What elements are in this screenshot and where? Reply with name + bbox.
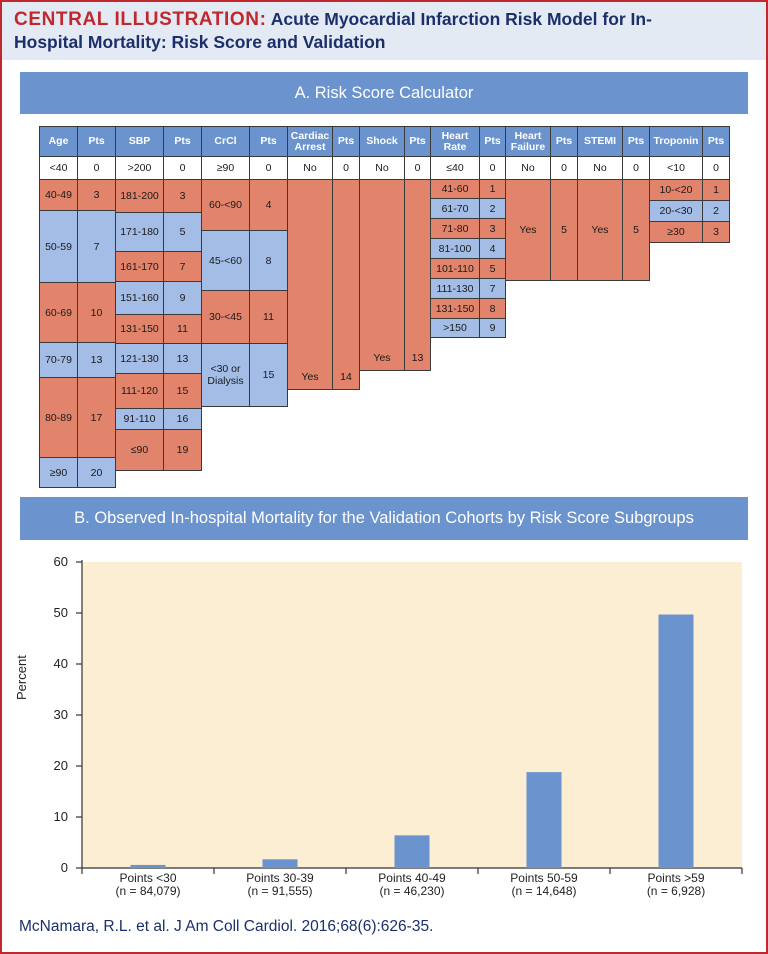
y-tick-label-20: 20 xyxy=(53,758,68,773)
crcl-30-45-points: 11 xyxy=(249,290,288,344)
sbp-181-200-points: 3 xyxy=(163,179,202,213)
y-tick-label-40: 40 xyxy=(53,656,68,671)
citation: McNamara, R.L. et al. J Am Coll Cardiol.… xyxy=(19,918,434,935)
category-note: (n = 91,555) xyxy=(247,884,313,898)
sbp-121-130-points: 13 xyxy=(163,343,202,374)
sbp-90-range: ≤90 xyxy=(115,429,164,471)
bar-1 xyxy=(130,864,166,868)
y-tick-label-60: 60 xyxy=(53,554,68,569)
stemi-yes-points: 5 xyxy=(622,179,650,281)
plot-area xyxy=(82,562,742,868)
shock-yes-points: 13 xyxy=(404,179,431,371)
shock-yes-range: Yes xyxy=(359,179,405,371)
category-note: (n = 14,648) xyxy=(511,884,577,898)
shock-no-points: 0 xyxy=(404,156,431,180)
age-80-89-points: 17 xyxy=(77,377,116,458)
crcl-45-60-range: 45-<60 xyxy=(201,230,250,291)
central-illustration-label: CENTRAL ILLUSTRATION: xyxy=(14,9,267,30)
section-b-banner: B. Observed In-hospital Mortality for th… xyxy=(20,497,748,540)
bar-4 xyxy=(526,772,562,868)
figure-header: CENTRAL ILLUSTRATION: Acute Myocardial I… xyxy=(2,2,766,60)
cardiac-arrest-yes-range: Yes xyxy=(287,179,333,390)
category-note: (n = 6,928) xyxy=(646,884,706,898)
sbp-90-points: 19 xyxy=(163,429,202,471)
x-tick-label-2: Points 30-39 (n = 91,555) xyxy=(220,872,340,898)
heart-failure-no-range: No xyxy=(505,156,551,180)
section-a-banner: A. Risk Score Calculator xyxy=(20,72,748,114)
heart-rate-131-150-range: 131-150 xyxy=(430,298,480,319)
sbp-151-160-range: 151-160 xyxy=(115,281,164,315)
category-note: (n = 46,230) xyxy=(379,884,445,898)
troponin-10-20-range: 10-<20 xyxy=(649,179,703,201)
crcl-30-or-dialysis-points: 15 xyxy=(249,343,288,407)
category-note: (n = 84,079) xyxy=(115,884,181,898)
y-tick-label-50: 50 xyxy=(53,605,68,620)
header-title-part-1: Acute Myocardial Infarction Risk Model f… xyxy=(270,9,652,29)
category-label: Points <30 xyxy=(119,871,177,885)
age-80-89-range: 80-89 xyxy=(39,377,78,458)
x-tick-label-3: Points 40-49 (n = 46,230) xyxy=(352,872,472,898)
bar-5 xyxy=(658,614,694,868)
x-tick-label-1: Points <30 (n = 84,079) xyxy=(88,872,208,898)
troponin-30-points: 3 xyxy=(702,221,730,243)
header-pts-3: Pts xyxy=(163,126,202,157)
age-90-points: 20 xyxy=(77,457,116,488)
troponin-30-range: ≥30 xyxy=(649,221,703,243)
category-label: Points 50-59 xyxy=(510,871,578,885)
crcl-30-or-dialysis-range: <30 or Dialysis xyxy=(201,343,250,407)
category-label: Points 40-49 xyxy=(378,871,446,885)
age-70-79-range: 70-79 xyxy=(39,342,78,378)
x-tick-label-4: Points 50-59 (n = 14,648) xyxy=(484,872,604,898)
x-tick-label-5: Points >59 (n = 6,928) xyxy=(616,872,736,898)
category-label: Points 30-39 xyxy=(246,871,314,885)
y-tick-label-30: 30 xyxy=(53,707,68,722)
sbp-131-150-range: 131-150 xyxy=(115,314,164,344)
age-50-59-range: 50-59 xyxy=(39,210,78,283)
sbp-111-120-points: 15 xyxy=(163,373,202,409)
sbp-161-170-range: 161-170 xyxy=(115,251,164,282)
header-line-1: CENTRAL ILLUSTRATION: Acute Myocardial I… xyxy=(14,8,766,31)
heart-failure-yes-range: Yes xyxy=(505,179,551,281)
shock-no-range: No xyxy=(359,156,405,180)
bar-2 xyxy=(262,859,298,868)
header-pts-11: Pts xyxy=(479,126,506,157)
crcl-60-90-range: 60-<90 xyxy=(201,179,250,231)
header-title-part-2: Hospital Mortality: Risk Score and Valid… xyxy=(14,32,386,52)
heart-failure-yes-points: 5 xyxy=(550,179,578,281)
cardiac-arrest-no-range: No xyxy=(287,156,333,180)
y-tick-label-10: 10 xyxy=(53,809,68,824)
header-pts-1: Pts xyxy=(77,126,116,157)
sbp-181-200-range: 181-200 xyxy=(115,179,164,213)
sbp-91-110-points: 16 xyxy=(163,408,202,430)
sbp-131-150-points: 11 xyxy=(163,314,202,344)
crcl-45-60-points: 8 xyxy=(249,230,288,291)
category-label: Points >59 xyxy=(647,871,705,885)
bar-3 xyxy=(394,835,430,868)
header-sbp: SBP xyxy=(115,126,164,157)
heart-rate-150-points: 9 xyxy=(479,318,506,338)
sbp-121-130-range: 121-130 xyxy=(115,343,164,374)
y-tick-label-0: 0 xyxy=(60,860,68,875)
age-90-range: ≥90 xyxy=(39,457,78,488)
heart-rate-101-110-range: 101-110 xyxy=(430,258,480,279)
